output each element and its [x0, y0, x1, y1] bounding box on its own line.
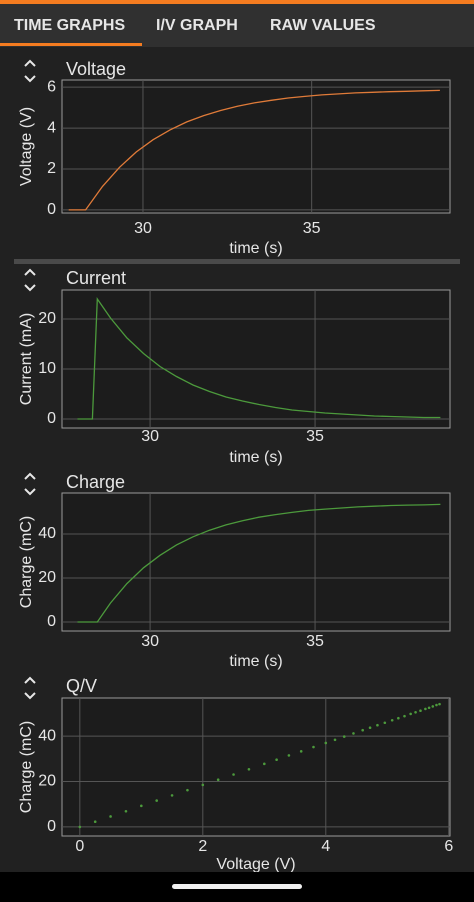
tab[interactable]: RAW VALUES	[270, 17, 376, 34]
separator	[14, 259, 460, 264]
data-point	[232, 773, 235, 776]
expand-icon[interactable]	[24, 676, 36, 700]
data-point	[140, 804, 143, 808]
y-tick-label: 10	[38, 360, 56, 377]
accent-bar	[0, 0, 474, 4]
data-point	[186, 788, 189, 792]
data-point	[275, 758, 278, 762]
data-point	[109, 815, 112, 818]
y-tick-label: 40	[38, 727, 56, 744]
y-tick-label: 0	[47, 201, 56, 218]
data-point	[419, 709, 422, 713]
y-tick-label: 6	[47, 78, 56, 95]
data-point	[78, 825, 82, 829]
x-axis-label: time (s)	[229, 240, 282, 257]
data-line	[68, 89, 440, 211]
data-point	[342, 735, 346, 738]
plot-area	[61, 289, 451, 429]
expand-icon[interactable]	[24, 59, 36, 83]
y-tick-label: 0	[47, 613, 56, 630]
y-tick-label: 4	[47, 119, 56, 136]
data-point	[376, 723, 379, 727]
data-line	[77, 297, 441, 420]
x-axis-label: Voltage (V)	[216, 856, 295, 873]
y-axis-label: Charge (mC)	[18, 516, 35, 608]
y-axis-label: Current (mA)	[18, 313, 35, 405]
tab-bar	[0, 4, 474, 47]
data-point	[324, 741, 328, 745]
expand-icon[interactable]	[24, 472, 36, 496]
data-point	[397, 716, 400, 720]
x-axis-label: time (s)	[229, 449, 282, 466]
data-point	[216, 778, 220, 782]
tab[interactable]: TIME GRAPHS	[14, 17, 125, 34]
data-point	[155, 799, 158, 802]
tab[interactable]: I/V GRAPH	[156, 17, 238, 34]
data-point	[124, 809, 128, 813]
x-axis-label: time (s)	[229, 653, 282, 670]
x-tick-label: 30	[134, 220, 152, 237]
data-point	[263, 762, 266, 766]
y-tick-label: 0	[47, 410, 56, 427]
x-tick-label: 30	[141, 633, 159, 650]
data-point	[247, 767, 251, 771]
data-point	[438, 702, 441, 706]
data-point	[93, 820, 97, 824]
data-point	[403, 714, 406, 718]
data-point	[361, 728, 364, 732]
x-tick-label: 6	[444, 838, 453, 855]
plot-area	[61, 79, 451, 214]
y-tick-label: 20	[38, 310, 56, 327]
data-point	[368, 726, 372, 730]
y-axis-label: Charge (mC)	[18, 721, 35, 813]
data-point	[299, 750, 303, 753]
data-point	[312, 745, 315, 749]
data-point	[427, 706, 431, 710]
data-point	[409, 712, 412, 716]
y-axis-label: Voltage (V)	[18, 107, 35, 186]
x-tick-label: 35	[306, 633, 324, 650]
data-point	[201, 783, 205, 787]
x-tick-label: 30	[141, 428, 159, 445]
x-tick-label: 0	[75, 838, 84, 855]
data-point	[287, 754, 291, 757]
y-tick-label: 20	[38, 773, 56, 790]
chart-title: Q/V	[66, 676, 97, 696]
x-tick-label: 2	[198, 838, 207, 855]
chart-title: Charge	[66, 472, 125, 492]
x-tick-label: 35	[303, 220, 321, 237]
plot-area	[61, 492, 451, 632]
data-point	[383, 721, 387, 725]
tab-indicator	[0, 43, 142, 46]
data-point	[170, 794, 174, 797]
data-point	[424, 707, 427, 711]
chart-title: Current	[66, 268, 126, 288]
chart-title: Voltage	[66, 59, 126, 79]
data-line	[77, 503, 441, 623]
y-tick-label: 0	[47, 818, 56, 835]
expand-icon[interactable]	[24, 268, 36, 292]
x-tick-label: 4	[321, 838, 330, 855]
y-tick-label: 40	[38, 525, 56, 542]
data-point	[435, 703, 438, 707]
data-point	[333, 738, 337, 742]
data-point	[431, 705, 435, 708]
data-point	[352, 732, 355, 735]
data-point	[414, 710, 417, 714]
data-point	[390, 718, 394, 722]
home-indicator[interactable]	[172, 884, 302, 889]
y-tick-label: 2	[47, 160, 56, 177]
x-tick-label: 35	[306, 428, 324, 445]
y-tick-label: 20	[38, 569, 56, 586]
plot-area	[61, 697, 451, 837]
